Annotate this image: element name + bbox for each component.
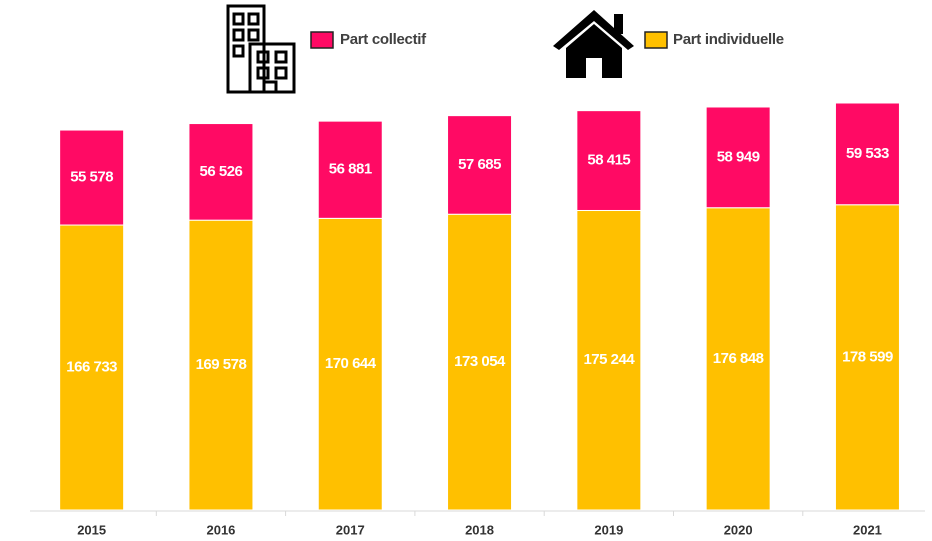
bar-segment — [59, 224, 125, 511]
bar-segment — [834, 204, 900, 511]
legend-label: Part individuelle — [673, 31, 784, 48]
house-icon — [553, 10, 634, 78]
x-tick-label: 2018 — [465, 522, 494, 537]
data-label: 57 685 — [458, 156, 501, 173]
x-tick-label: 2020 — [724, 522, 753, 537]
legend-swatch — [644, 31, 668, 49]
legend-label: Part collectif — [340, 31, 427, 48]
data-label: 56 881 — [329, 161, 372, 178]
bar-segment — [705, 106, 771, 209]
data-label: 170 644 — [325, 355, 377, 372]
data-label: 173 054 — [454, 353, 506, 370]
data-label: 55 578 — [70, 169, 113, 186]
bar-segment — [834, 102, 900, 206]
data-label: 56 526 — [200, 163, 243, 180]
bar-segment — [59, 129, 125, 226]
data-label: 166 733 — [66, 358, 117, 375]
x-tick-label: 2016 — [206, 522, 235, 537]
building-icon — [226, 4, 296, 94]
data-label: 58 949 — [717, 148, 760, 165]
bar-segment — [188, 219, 254, 511]
bar-segment — [188, 123, 254, 221]
data-label: 58 415 — [587, 152, 630, 169]
x-tick-label: 2015 — [77, 522, 106, 537]
x-tick-label: 2017 — [336, 522, 365, 537]
data-label: 175 244 — [583, 351, 635, 368]
bar-segment — [576, 110, 642, 211]
x-tick-label: 2019 — [594, 522, 623, 537]
bar-segment — [317, 217, 383, 511]
data-label: 176 848 — [713, 350, 764, 367]
bar-segment — [317, 120, 383, 219]
bar-segment — [447, 115, 513, 215]
data-label: 178 599 — [842, 348, 893, 365]
data-label: 169 578 — [196, 356, 247, 373]
legend-swatch — [310, 31, 334, 49]
bar-segment — [447, 213, 513, 511]
x-tick-label: 2021 — [853, 522, 882, 537]
data-label: 59 533 — [846, 145, 889, 162]
